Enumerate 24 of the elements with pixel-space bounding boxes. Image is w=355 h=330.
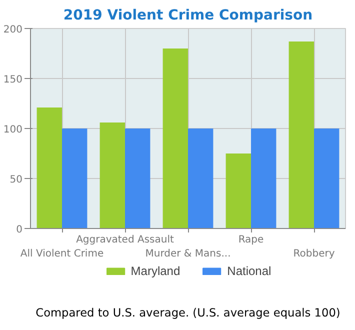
bar xyxy=(162,48,188,228)
bar xyxy=(188,128,214,228)
text: Compared to U.S. average. (U.S. average equals 100) xyxy=(36,306,340,320)
x-tick-label: All Violent Crime xyxy=(20,248,104,260)
bar xyxy=(226,154,251,228)
x-tick-label: Aggravated Assault xyxy=(76,234,174,246)
bar xyxy=(251,128,276,228)
y-tick-label: 100 xyxy=(3,124,23,136)
x-tick-label: Robbery xyxy=(293,248,335,260)
y-tick-label: 0 xyxy=(16,224,23,236)
bar xyxy=(314,128,340,228)
y-tick-label: 150 xyxy=(3,74,23,86)
y-tick-label: 50 xyxy=(10,174,23,186)
x-tick-label: Murder & Mans... xyxy=(145,248,231,260)
legend-label: National xyxy=(227,264,272,278)
x-tick-label: Rape xyxy=(238,234,264,246)
legend-label: Maryland xyxy=(130,264,180,278)
bar xyxy=(288,42,314,228)
y-tick-label: 200 xyxy=(3,24,23,36)
chart-title: 2019 Violent Crime Comparison xyxy=(63,8,313,24)
bar xyxy=(125,128,150,228)
bar xyxy=(36,108,62,228)
bar xyxy=(100,122,125,228)
bar xyxy=(62,128,88,228)
